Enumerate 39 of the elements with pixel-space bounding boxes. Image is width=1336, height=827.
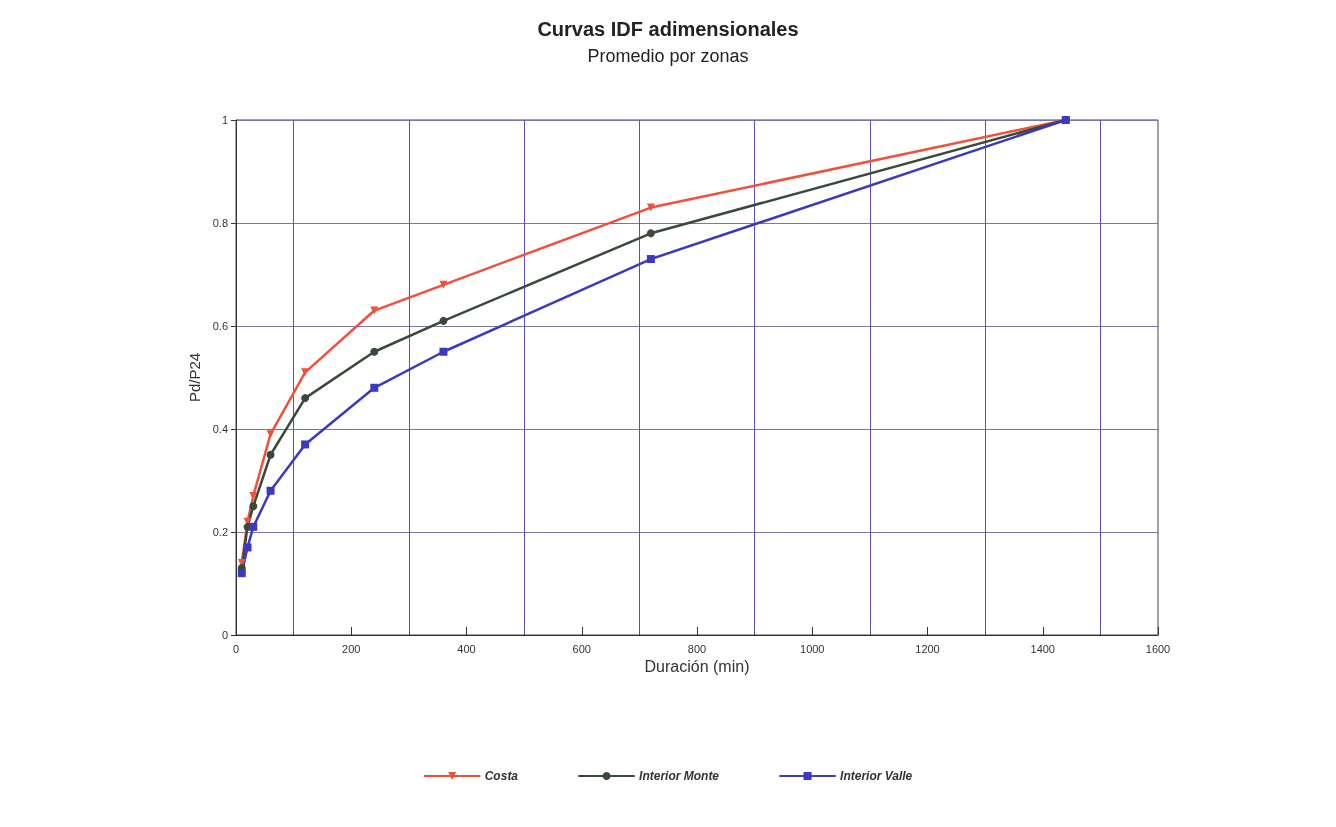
x-axis-title: Duración (min) [644,658,750,676]
point [439,280,448,289]
point [301,440,310,449]
point [249,491,258,500]
y-tick-label: 0.4 [212,423,228,435]
point [243,543,252,552]
legend-label: Interior Monte [639,769,720,783]
x-tick-label: 800 [687,642,707,655]
point [439,347,448,356]
chart-subtitle: Promedio por zonas [587,46,749,66]
x-tick-label: 1200 [915,642,940,655]
point [646,255,655,264]
point [370,383,379,392]
y-tick-label: 0.6 [212,320,228,332]
chart-title: Curvas IDF adimensionales [537,18,799,40]
y-axis-title: Pd/P24 [185,352,203,403]
point [646,229,655,238]
legend-label: Interior Valle [840,769,913,783]
point [266,430,275,439]
x-tick-label: 1400 [1030,642,1055,655]
point [301,394,310,403]
point [266,450,275,459]
y-tick-label: 0 [221,629,228,641]
x-tick-label: 600 [572,642,591,655]
x-tick-label: 200 [342,642,361,655]
point [266,486,275,495]
x-tick-label: 400 [457,642,476,655]
point [249,522,258,531]
x-tick-label: 0 [232,642,240,655]
point [370,347,379,356]
point [439,316,448,325]
legend-label: Costa [484,769,519,783]
y-tick-label: 0.8 [212,217,228,229]
x-tick-label: 1000 [800,642,825,655]
y-tick-label: 1 [221,114,228,126]
point [249,502,258,511]
y-tick-label: 0.2 [212,526,228,538]
point [237,569,246,578]
x-tick-label: 1600 [1145,642,1171,655]
